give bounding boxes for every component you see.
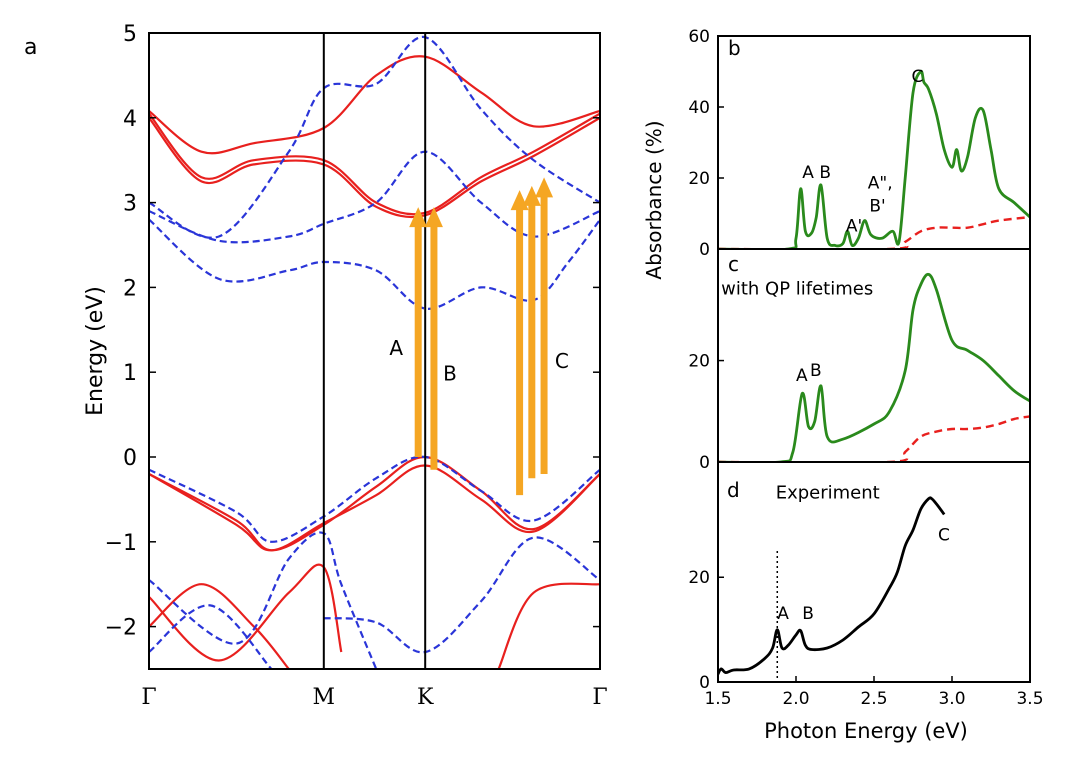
xtick-label: 2.5 <box>860 689 887 709</box>
band-line-red-cond-2 <box>149 112 600 216</box>
transition-label: A <box>389 336 403 360</box>
ytick-label: 20 <box>688 568 710 588</box>
ytick-label: 20 <box>688 169 710 189</box>
band-ytick-label: 3 <box>123 192 137 217</box>
transition-arrowhead-4 <box>522 185 541 206</box>
series-with-e-h-interaction <box>718 69 1030 249</box>
annotation: B <box>802 604 814 624</box>
annotation: A' <box>846 216 862 236</box>
panel-label-d: d <box>727 478 740 502</box>
band-line-blue-cond-3 <box>149 218 600 310</box>
band-lines <box>149 36 600 669</box>
ytick-label: 0 <box>699 240 710 260</box>
band-line-red-deep-1 <box>149 563 343 662</box>
panel-frame <box>717 35 1031 250</box>
annotation: C <box>911 67 923 87</box>
annotation: Experiment <box>776 483 880 504</box>
panel-lines <box>718 272 1030 462</box>
kpoint-label: Γ <box>592 685 607 710</box>
absorbance-panel-d: 0 20 Experiment A B C 1.5 2.0 2.5 3.0 3.5 Photon En… <box>688 461 1044 743</box>
absorbance-panel-c: 0 20 with QP lifetimes A B <box>688 248 1031 473</box>
series-experiment <box>718 496 946 675</box>
band-line-red-val-1 <box>149 455 600 552</box>
kpoint-label: Γ <box>141 685 156 710</box>
band-line-red-cond-1 <box>149 55 600 155</box>
transition-arrowhead-1 <box>409 207 428 228</box>
band-ytick-label: −1 <box>105 531 137 556</box>
kpoint-label: K <box>417 685 434 710</box>
xtick-label: 2.0 <box>782 689 809 709</box>
transition-arrowhead-5 <box>535 177 554 198</box>
band-structure-panel: A B C 5 4 3 2 1 0 −1 −2 Energy (eV) Γ M K Γ <box>83 22 608 710</box>
xtick-label: 3.0 <box>938 689 965 709</box>
annotation: B <box>819 163 831 183</box>
series-with-qp-lifetimes <box>718 272 1030 462</box>
ytick-label: 0 <box>699 673 710 693</box>
panel-label-a: a <box>24 35 37 60</box>
annotation: A", <box>868 174 893 194</box>
annotation: C <box>938 526 950 546</box>
annotation: A <box>777 604 789 624</box>
series-without-e-h-interaction <box>718 415 1030 462</box>
transition-arrowhead-2 <box>424 207 443 228</box>
series-without-e-h-interaction <box>718 215 1030 249</box>
transition-label: C <box>555 349 569 373</box>
band-ytick-label: 0 <box>123 446 137 471</box>
band-ytick-label: −2 <box>105 616 137 641</box>
ytick-label: 20 <box>688 352 710 372</box>
band-line-blue-deep-3 <box>149 604 273 669</box>
kpoint-label: M <box>313 685 336 710</box>
annotation: B <box>810 361 822 381</box>
annotation: with QP lifetimes <box>721 279 873 300</box>
band-ytick-label: 1 <box>123 361 137 386</box>
panel-lines <box>718 496 946 682</box>
band-ytick-label: 5 <box>123 22 137 47</box>
band-line-red-val-2 <box>149 464 600 552</box>
transition-label: B <box>443 362 457 386</box>
panel-lines <box>718 69 1030 249</box>
band-line-blue-deep-2 <box>323 536 600 654</box>
band-line-blue-cond-2 <box>149 150 600 244</box>
ytick-label: 60 <box>688 27 710 47</box>
xtick-label: 3.5 <box>1016 689 1043 709</box>
ytick-label: 40 <box>688 98 710 118</box>
band-line-blue-deep-1 <box>149 531 378 669</box>
band-line-red-deep-3 <box>497 582 600 669</box>
band-ytick-label: 2 <box>123 276 137 301</box>
xtick-label: 1.5 <box>704 689 731 709</box>
annotation: A <box>802 163 814 183</box>
panel-label-b: b <box>728 36 741 60</box>
absorbance-ylabel: Absorbance (%) <box>642 120 666 279</box>
absorbance-panel-b: 0 20 40 60 A B A' A", B' C Absorbance (%) <box>642 27 1031 280</box>
ytick-label: 0 <box>699 453 710 473</box>
panel-label-c: c <box>728 252 739 276</box>
photon-energy-xlabel: Photon Energy (eV) <box>764 719 968 743</box>
band-frame <box>148 32 601 670</box>
band-ylabel: Energy (eV) <box>83 286 108 416</box>
band-line-blue-val-1 <box>149 455 600 543</box>
band-ytick-label: 4 <box>123 107 137 132</box>
annotation: A <box>796 366 808 386</box>
band-line-blue-cond-1 <box>149 36 600 239</box>
band-line-red-deep-2 <box>149 583 290 669</box>
annotation: B' <box>869 197 885 217</box>
